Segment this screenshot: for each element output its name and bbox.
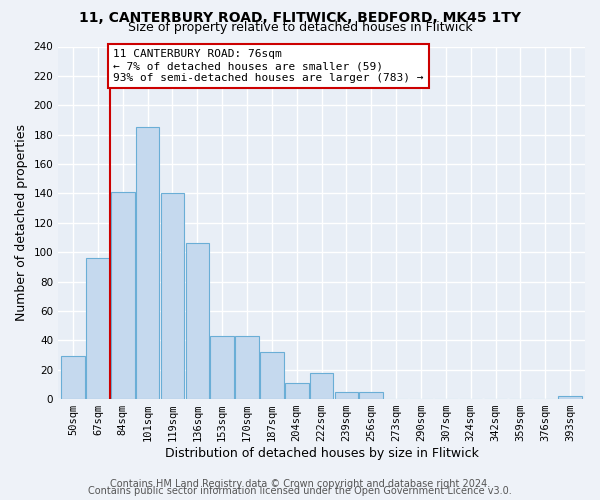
Bar bbox=[285, 383, 308, 399]
Bar bbox=[558, 396, 582, 399]
Text: Size of property relative to detached houses in Flitwick: Size of property relative to detached ho… bbox=[128, 21, 472, 34]
Y-axis label: Number of detached properties: Number of detached properties bbox=[15, 124, 28, 322]
Bar bbox=[310, 372, 334, 399]
Bar bbox=[136, 128, 160, 399]
Bar bbox=[161, 194, 184, 399]
X-axis label: Distribution of detached houses by size in Flitwick: Distribution of detached houses by size … bbox=[164, 447, 479, 460]
Bar bbox=[86, 258, 110, 399]
Bar bbox=[235, 336, 259, 399]
Bar bbox=[335, 392, 358, 399]
Text: 11 CANTERBURY ROAD: 76sqm
← 7% of detached houses are smaller (59)
93% of semi-d: 11 CANTERBURY ROAD: 76sqm ← 7% of detach… bbox=[113, 50, 424, 82]
Text: Contains public sector information licensed under the Open Government Licence v3: Contains public sector information licen… bbox=[88, 486, 512, 496]
Bar bbox=[359, 392, 383, 399]
Bar bbox=[185, 244, 209, 399]
Bar bbox=[211, 336, 234, 399]
Bar bbox=[61, 356, 85, 399]
Bar bbox=[111, 192, 134, 399]
Text: Contains HM Land Registry data © Crown copyright and database right 2024.: Contains HM Land Registry data © Crown c… bbox=[110, 479, 490, 489]
Bar bbox=[260, 352, 284, 399]
Text: 11, CANTERBURY ROAD, FLITWICK, BEDFORD, MK45 1TY: 11, CANTERBURY ROAD, FLITWICK, BEDFORD, … bbox=[79, 11, 521, 25]
